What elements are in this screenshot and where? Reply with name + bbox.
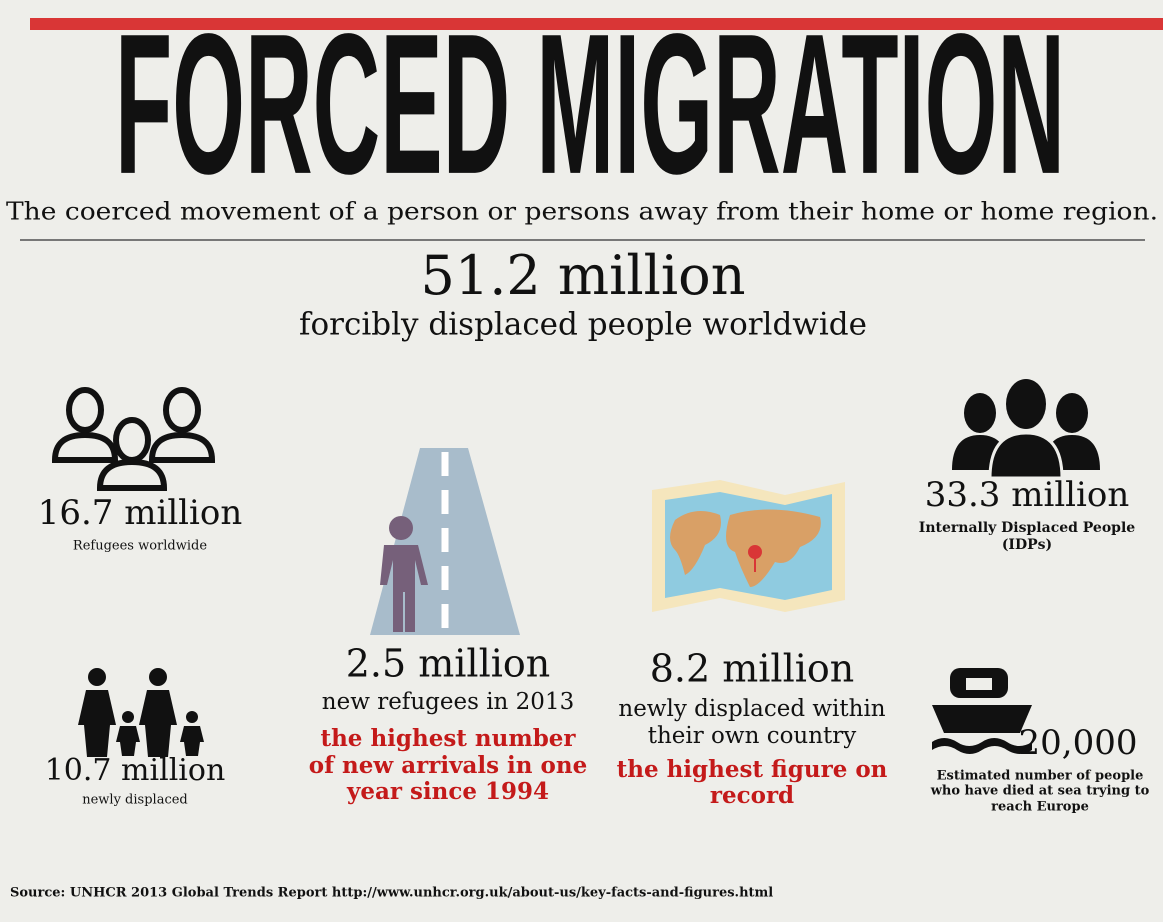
- new-refugees-caption: new refugees in 2013: [322, 689, 574, 715]
- within-highlight: record: [710, 782, 794, 809]
- within-caption: their own country: [648, 723, 857, 749]
- road-icon: [370, 448, 520, 635]
- within-highlight: the highest figure on: [617, 756, 888, 783]
- title: FORCED MIGRATION: [115, 0, 1065, 216]
- top-bar: [30, 18, 1163, 30]
- idps-caption: (IDPs): [1002, 537, 1052, 553]
- sea-caption: reach Europe: [991, 800, 1089, 815]
- headline-caption: forcibly displaced people worldwide: [299, 307, 867, 343]
- idps-value: 33.3 million: [925, 475, 1130, 515]
- sea-caption: who have died at sea trying to: [930, 784, 1150, 799]
- sea-value: 20,000: [1019, 723, 1138, 763]
- new-refugees-highlight: of new arrivals in one: [309, 752, 587, 779]
- refugees-caption: Refugees worldwide: [73, 539, 207, 554]
- family-icon: [78, 668, 204, 757]
- refugees-icon: [51, 387, 216, 491]
- idps-icon: [952, 379, 1100, 480]
- subtitle: The coerced movement of a person or pers…: [6, 198, 1158, 226]
- source: Source: UNHCR 2013 Global Trends Report …: [10, 886, 773, 901]
- headline-value: 51.2 million: [421, 244, 746, 307]
- refugees-value: 16.7 million: [38, 493, 243, 533]
- new-refugees-highlight: year since 1994: [346, 778, 549, 805]
- map-icon: [652, 480, 845, 612]
- new-refugees-highlight: the highest number: [320, 725, 576, 752]
- new-refugees-value: 2.5 million: [346, 642, 551, 686]
- idps-caption: Internally Displaced People: [919, 520, 1135, 536]
- newly-displaced-caption: newly displaced: [82, 793, 188, 808]
- within-caption: newly displaced within: [618, 696, 885, 722]
- ship-icon: [932, 668, 1032, 754]
- newly-displaced-value: 10.7 million: [45, 753, 226, 788]
- sea-caption: Estimated number of people: [937, 769, 1144, 784]
- within-value: 8.2 million: [650, 647, 855, 691]
